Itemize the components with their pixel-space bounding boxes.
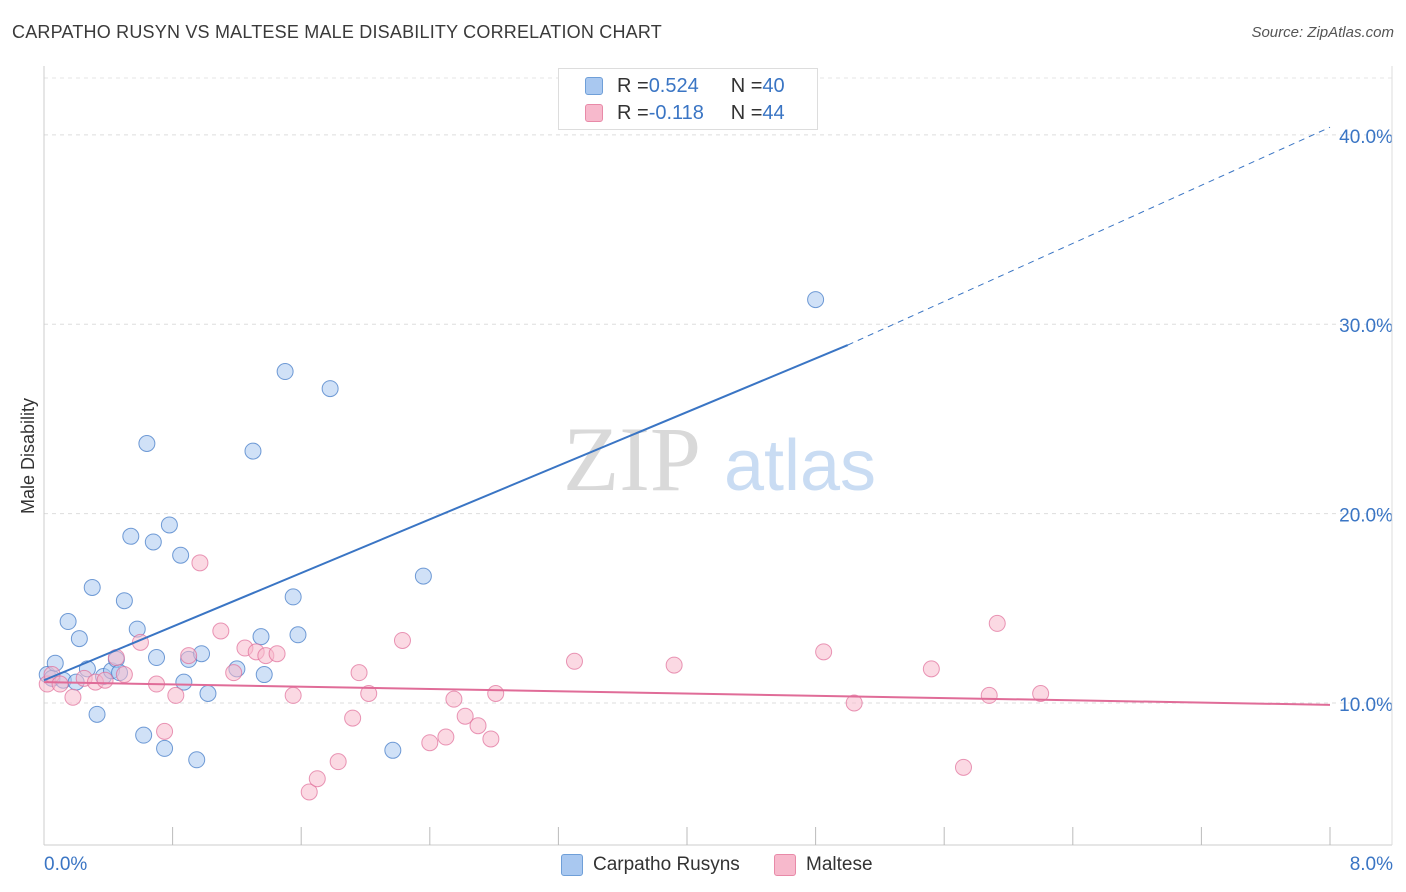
data-point-maltese	[421, 734, 439, 752]
data-point-maltese	[445, 690, 463, 708]
r-value: -0.118	[648, 101, 704, 124]
data-point-carpatho	[160, 516, 178, 534]
data-point-carpatho	[156, 739, 174, 757]
data-point-maltese	[815, 643, 833, 661]
data-point-maltese	[51, 675, 69, 693]
data-point-maltese	[988, 614, 1006, 632]
data-point-maltese	[393, 631, 411, 649]
data-point-maltese	[437, 728, 455, 746]
watermark-zip: ZIP	[563, 408, 701, 510]
data-point-carpatho	[138, 435, 156, 453]
legend-swatch	[561, 854, 583, 876]
r-value: 0.524	[648, 74, 699, 97]
y-tick-label: 40.0%	[1339, 127, 1393, 148]
data-point-carpatho	[276, 363, 294, 381]
legend-swatch-maltese	[585, 104, 603, 122]
n-label: N =	[730, 101, 763, 124]
n-label: N =	[730, 74, 763, 97]
data-point-carpatho	[115, 592, 133, 610]
data-point-maltese	[350, 664, 368, 682]
trendline-carpatho	[43, 344, 849, 682]
data-point-carpatho	[83, 578, 101, 596]
data-point-maltese	[96, 671, 114, 689]
data-point-carpatho	[284, 588, 302, 606]
data-point-maltese	[212, 622, 230, 640]
n-value: 40	[762, 74, 785, 97]
data-point-carpatho	[135, 726, 153, 744]
x-tick-label: 0.0%	[44, 854, 87, 875]
y-tick-label: 10.0%	[1339, 695, 1393, 716]
data-point-carpatho	[252, 628, 270, 646]
legend-label: Carpatho Rusyns	[593, 854, 740, 875]
stats-legend: R = 0.524 N = 40 R = -0.118 N = 44	[558, 68, 818, 130]
data-point-carpatho	[414, 567, 432, 585]
data-point-maltese	[180, 647, 198, 665]
y-tick-label: 20.0%	[1339, 506, 1393, 527]
data-point-maltese	[268, 645, 286, 663]
watermark-atlas: atlas	[724, 426, 876, 506]
data-point-carpatho	[255, 666, 273, 684]
data-point-maltese	[487, 684, 505, 702]
data-point-maltese	[1032, 684, 1050, 702]
y-axis-label: Male Disability	[18, 398, 38, 514]
data-point-maltese	[954, 758, 972, 776]
data-point-maltese	[565, 652, 583, 670]
legend-item-maltese: Maltese	[774, 852, 873, 878]
data-point-maltese	[225, 664, 243, 682]
data-point-carpatho	[144, 533, 162, 551]
chart-title: CARPATHO RUSYN VS MALTESE MALE DISABILIT…	[12, 22, 662, 42]
data-point-carpatho	[321, 380, 339, 398]
data-point-carpatho	[807, 291, 825, 309]
data-point-carpatho	[70, 630, 88, 648]
data-point-maltese	[482, 730, 500, 748]
data-point-maltese	[344, 709, 362, 727]
data-point-maltese	[167, 686, 185, 704]
data-point-maltese	[922, 660, 940, 678]
source-credit: Source: ZipAtlas.com	[1251, 24, 1394, 41]
data-point-carpatho	[289, 626, 307, 644]
data-point-maltese	[845, 694, 863, 712]
stats-row-carpatho: R = 0.524 N = 40	[585, 73, 785, 99]
legend-item-carpatho: Carpatho Rusyns	[561, 852, 740, 878]
data-point-carpatho	[59, 613, 77, 631]
legend-swatch	[774, 854, 796, 876]
trendline-carpatho-extension	[847, 126, 1331, 346]
data-point-carpatho	[122, 527, 140, 545]
data-point-maltese	[191, 554, 209, 572]
data-point-maltese	[980, 686, 998, 704]
data-point-carpatho	[88, 705, 106, 723]
stats-row-maltese: R = -0.118 N = 44	[585, 100, 785, 126]
trendline-maltese	[43, 681, 1331, 706]
data-point-maltese	[300, 783, 318, 801]
data-point-maltese	[308, 770, 326, 788]
data-point-maltese	[456, 707, 474, 725]
n-value: 44	[762, 101, 785, 124]
data-point-maltese	[115, 666, 133, 684]
x-tick-label: 8.0%	[1350, 854, 1393, 875]
legend-swatch-carpatho	[585, 77, 603, 95]
data-point-carpatho	[188, 751, 206, 769]
y-tick-label: 30.0%	[1339, 316, 1393, 337]
data-point-maltese	[665, 656, 683, 674]
data-point-maltese	[360, 684, 378, 702]
data-point-carpatho	[244, 442, 262, 460]
data-point-maltese	[469, 717, 487, 735]
data-point-maltese	[329, 753, 347, 771]
data-point-maltese	[64, 688, 82, 706]
data-point-carpatho	[384, 741, 402, 759]
data-point-carpatho	[199, 684, 217, 702]
data-point-carpatho	[172, 546, 190, 564]
r-label: R =	[617, 74, 649, 97]
data-point-carpatho	[148, 649, 166, 667]
data-point-maltese	[156, 722, 174, 740]
r-label: R =	[617, 101, 649, 124]
data-point-maltese	[284, 686, 302, 704]
legend-label: Maltese	[806, 854, 873, 875]
data-point-carpatho	[175, 673, 193, 691]
